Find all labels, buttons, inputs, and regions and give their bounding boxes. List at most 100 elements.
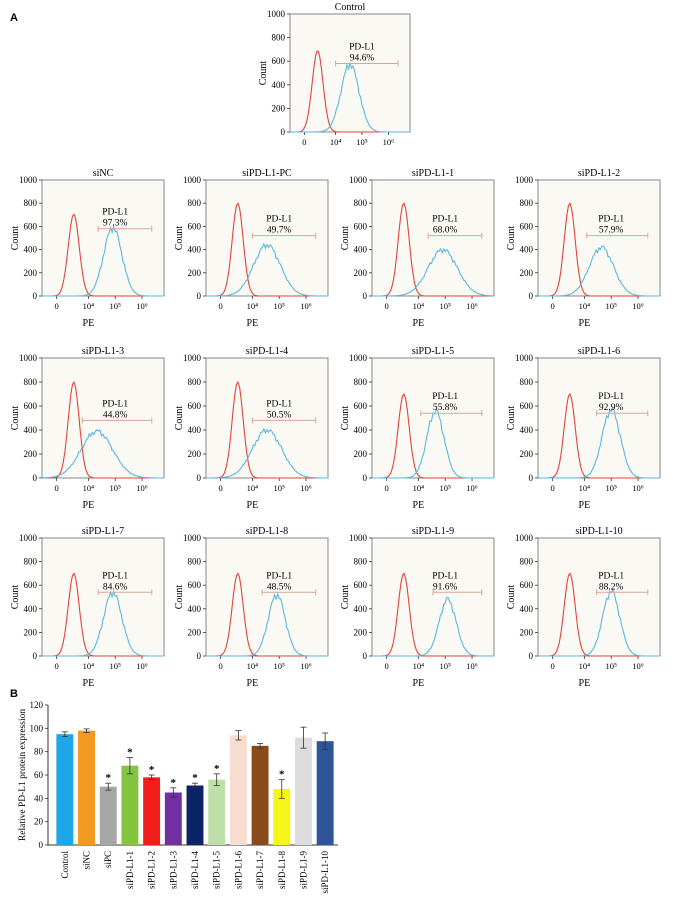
plot-area [371,357,495,479]
y-tick-label: 0 [197,291,202,301]
y-tick-label: 0 [197,473,202,483]
gate-label: PD-L1 [102,399,128,409]
y-axis-label: Count [506,226,517,251]
x-axis-label: PE [83,500,95,511]
y-tick-label: 200 [24,268,38,278]
y-tick-label: 600 [188,580,202,590]
y-tick-label: 1000 [19,533,38,543]
gate-label: PD-L1 [432,215,458,225]
bar-y-tick-label: 60 [34,770,44,780]
plot-area [41,357,165,479]
x-tick-label: 10⁵ [356,137,368,147]
x-tick-label: 10⁴ [247,483,259,493]
y-tick-label: 0 [33,473,38,483]
y-axis-label: Count [10,226,21,251]
y-tick-label: 0 [529,473,534,483]
plot-area [371,179,495,297]
y-tick-label: 0 [529,651,534,661]
bar-category-label: Control [60,851,70,879]
y-tick-label: 600 [24,221,38,231]
y-tick-label: 600 [354,221,368,231]
x-tick-label: 10⁴ [83,301,95,311]
x-tick-label: 10⁴ [83,661,95,671]
bar-category-label: siPD-L1-5 [212,851,222,889]
y-tick-label: 800 [520,557,534,567]
bar-category-label: siPD-L1-2 [147,851,157,889]
y-axis-label: Count [340,585,351,610]
x-tick-label: 0 [302,137,306,147]
bar-category-label: siPC [103,851,113,868]
y-axis-label: Count [340,226,351,251]
x-tick-label: 10⁶ [466,661,478,671]
plot-area [205,179,329,297]
gate-label: PD-L1 [266,399,292,409]
y-tick-label: 200 [520,627,534,637]
y-tick-label: 800 [354,557,368,567]
y-tick-label: 800 [24,198,38,208]
y-tick-label: 600 [520,221,534,231]
y-tick-label: 800 [24,377,38,387]
y-tick-label: 200 [354,627,368,637]
y-tick-label: 200 [188,627,202,637]
x-tick-label: 10⁶ [383,137,395,147]
y-tick-label: 400 [354,245,368,255]
bar-y-tick-label: 100 [30,723,44,733]
isotype-histogram-line [372,202,494,297]
x-tick-label: 10⁵ [109,301,121,311]
y-tick-label: 1000 [183,175,202,185]
plot-area [289,13,411,133]
x-tick-label: 10⁴ [83,483,95,493]
x-tick-label: 10⁶ [466,301,478,311]
x-tick-label: 10⁵ [273,483,285,493]
y-tick-label: 1000 [515,353,534,363]
x-axis-label: PE [247,318,259,329]
significance-marker: * [192,772,198,784]
significance-marker: * [127,747,133,759]
bar-y-tick-label: 40 [34,793,44,803]
chart-title: siPD-L1-1 [412,168,454,179]
y-tick-label: 1000 [349,353,368,363]
bar [273,789,291,845]
y-tick-label: 200 [24,449,38,459]
x-tick-label: 10⁵ [605,661,617,671]
x-tick-label: 10⁶ [136,301,148,311]
y-tick-label: 400 [24,425,38,435]
x-axis-label: PE [83,318,95,329]
x-tick-label: 0 [55,661,59,671]
y-tick-label: 400 [520,425,534,435]
chart-title: siPD-L1-10 [575,526,622,537]
y-tick-label: 200 [24,627,38,637]
y-tick-label: 400 [272,80,286,90]
bar-category-label: siPD-L1-9 [298,851,308,889]
x-tick-label: 10⁶ [466,483,478,493]
significance-marker: * [149,764,155,776]
y-tick-label: 200 [272,103,286,113]
bar [208,779,226,845]
y-tick-label: 400 [188,245,202,255]
y-tick-label: 0 [529,291,534,301]
x-tick-label: 10⁴ [579,301,591,311]
y-tick-label: 200 [520,449,534,459]
x-tick-label: 10⁵ [273,301,285,311]
y-tick-label: 1000 [19,175,38,185]
x-axis-label: PE [579,318,591,329]
plot-area [205,537,329,657]
y-axis-label: Count [258,61,269,86]
y-tick-label: 600 [188,401,202,411]
bar-category-label: siPD-L1-3 [168,851,178,889]
y-tick-label: 800 [188,198,202,208]
gate-label: PD-L1 [432,392,458,402]
gate-label: PD-L1 [102,208,128,218]
gate-value: 97.3% [103,219,128,229]
gate-value: 92.9% [599,403,624,413]
y-tick-label: 400 [520,245,534,255]
y-tick-label: 1000 [183,533,202,543]
y-tick-label: 0 [363,651,368,661]
significance-marker: * [105,772,111,784]
y-tick-label: 400 [24,245,38,255]
y-axis-label: Count [506,406,517,431]
y-tick-label: 800 [188,377,202,387]
gate-value: 50.5% [267,410,292,420]
bar [186,785,204,845]
x-tick-label: 0 [551,483,555,493]
